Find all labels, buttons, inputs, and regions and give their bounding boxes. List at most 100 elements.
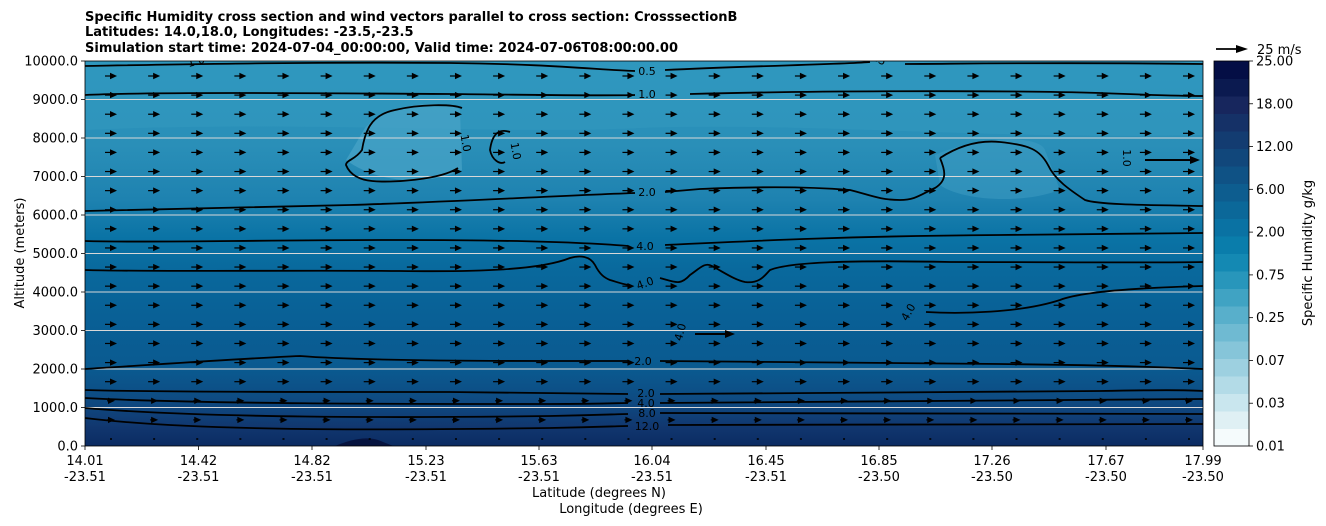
wind-vector xyxy=(105,244,117,252)
wind-vector xyxy=(234,302,247,309)
wind-vector xyxy=(320,378,333,385)
wind-vector xyxy=(110,438,112,440)
wind-vector xyxy=(838,263,851,271)
wind-vector xyxy=(191,282,204,290)
wind-vector xyxy=(320,282,333,290)
wind-vector xyxy=(751,225,764,233)
y-tick-label: 3000.0 xyxy=(33,324,79,339)
x-tick-label-lon: -23.51 xyxy=(518,470,560,485)
wind-vector xyxy=(498,438,501,440)
wind-vector xyxy=(1010,206,1023,213)
chart-title-line-3: Simulation start time: 2024-07-04_00:00:… xyxy=(85,41,678,56)
wind-vector xyxy=(794,168,807,175)
wind-vector xyxy=(713,438,716,440)
wind-vector xyxy=(493,244,506,252)
contour-label: 0.5 xyxy=(638,65,656,78)
wind-vector xyxy=(1139,168,1152,175)
wind-vector xyxy=(1096,72,1109,80)
wind-vector xyxy=(883,416,892,424)
wind-vector xyxy=(579,302,592,309)
colorbar-ticks: 0.01 0.03 0.07 0.25 0.75 2.00 6.00 12.00 18.00 25… xyxy=(1249,55,1293,455)
wind-vector xyxy=(1010,168,1023,175)
wind-vector xyxy=(320,111,333,118)
wind-vector xyxy=(363,72,376,80)
wind-vector xyxy=(622,225,635,233)
contour-lines xyxy=(85,61,1203,431)
wind-vector xyxy=(969,416,978,424)
wind-vector xyxy=(1183,321,1195,328)
wind-vector xyxy=(794,130,807,137)
wind-vector xyxy=(756,438,759,440)
wind-vector xyxy=(751,149,764,156)
chart-title-line-2: Latitudes: 14.0,18.0, Longitudes: -23.5,… xyxy=(85,25,414,40)
wind-vector xyxy=(667,416,676,424)
x-tick-label-lon: -23.50 xyxy=(1085,470,1127,485)
contour-1.0-top xyxy=(85,90,1203,97)
wind-vector xyxy=(708,206,721,213)
wind-vector xyxy=(751,244,764,252)
contour-8.0-low xyxy=(85,407,1203,418)
wind-vector xyxy=(449,302,462,309)
wind-vector xyxy=(493,168,506,175)
wind-vector xyxy=(193,416,202,424)
wind-vector xyxy=(363,225,376,233)
contour-label: 4.0 xyxy=(636,240,654,253)
wind-vector xyxy=(449,187,462,194)
wind-vector xyxy=(579,282,592,290)
wind-vector xyxy=(320,168,333,175)
wind-vector xyxy=(1139,359,1152,366)
wind-vector xyxy=(794,111,807,118)
colorbar-segment xyxy=(1214,131,1249,149)
wind-vector xyxy=(665,282,678,290)
wind-vector xyxy=(1183,263,1195,271)
wind-vector xyxy=(406,168,419,175)
wind-vector xyxy=(622,130,635,137)
wind-vector xyxy=(924,206,937,213)
contour-4.0-lower-left xyxy=(85,255,631,286)
wind-vector xyxy=(153,438,156,440)
x-tick-label-lon: -23.50 xyxy=(971,470,1013,485)
wind-vector xyxy=(972,438,975,440)
wind-vector xyxy=(406,225,419,233)
wind-vector xyxy=(148,168,161,175)
wind-vector xyxy=(191,187,204,194)
wind-vector xyxy=(751,72,764,80)
wind-vector xyxy=(1101,438,1104,440)
x-axis-ticks: 14.01-23.5114.42-23.5114.82-23.5115.23-2… xyxy=(64,446,1224,485)
wind-vector xyxy=(665,111,678,118)
wind-vector xyxy=(881,302,894,309)
wind-vector xyxy=(406,321,419,328)
wind-vector xyxy=(1010,187,1023,194)
wind-vector xyxy=(368,438,371,440)
wind-vector xyxy=(751,302,764,309)
wind-vector xyxy=(751,168,764,175)
wind-vector xyxy=(1096,282,1109,290)
wind-vector xyxy=(1139,130,1152,137)
wind-vector xyxy=(622,244,635,252)
wind-vector xyxy=(191,302,204,309)
wind-vector xyxy=(1053,263,1066,271)
colorbar-tick-label: 18.00 xyxy=(1256,97,1293,112)
wind-vector xyxy=(1010,302,1023,309)
wind-vector xyxy=(1096,225,1109,233)
wind-vector xyxy=(322,416,331,424)
wind-vector xyxy=(105,282,117,290)
wind-vector xyxy=(622,187,635,194)
y-tick-label: 2000.0 xyxy=(33,363,79,378)
wind-vector xyxy=(967,282,980,290)
wind-vector xyxy=(751,91,764,99)
wind-vector xyxy=(708,72,721,80)
wind-vector xyxy=(1096,244,1109,252)
wind-vector xyxy=(322,397,331,404)
wind-vector xyxy=(536,244,549,252)
wind-vector xyxy=(794,225,807,233)
wind-vector xyxy=(794,378,807,385)
wind-vector xyxy=(320,359,333,366)
wind-vector xyxy=(495,416,504,424)
colorbar-segment xyxy=(1214,236,1249,254)
wind-vector xyxy=(363,149,376,156)
wind-vector xyxy=(670,438,673,440)
wind-vector xyxy=(234,244,247,252)
wind-vector xyxy=(881,168,894,175)
wind-vector xyxy=(1183,378,1195,385)
